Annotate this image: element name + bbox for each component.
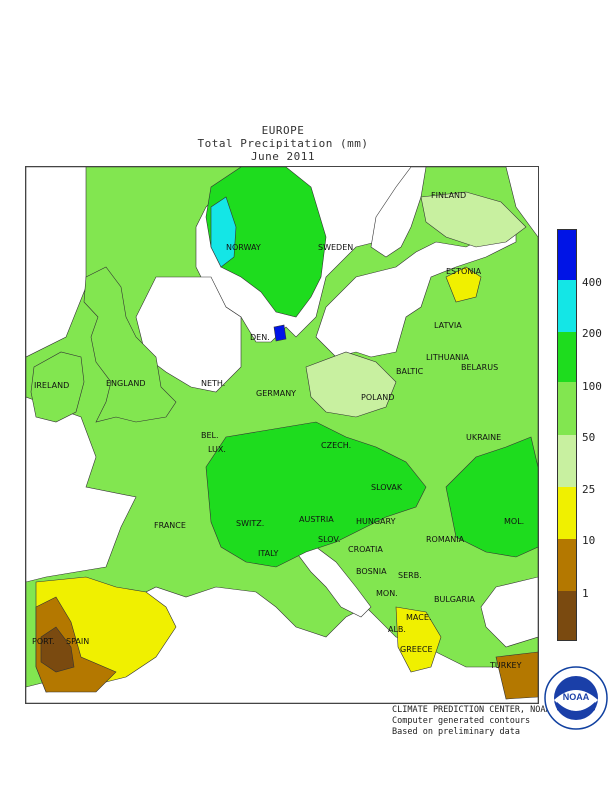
- legend-swatch-50: [558, 382, 576, 435]
- credit-line: CLIMATE PREDICTION CENTER, NOAA: [392, 705, 551, 715]
- legend-tick: 10: [582, 534, 596, 547]
- ireland: [30, 351, 85, 423]
- adriatic: [295, 546, 372, 618]
- noaa-logo: NOAA: [544, 666, 608, 730]
- country-label: BELARUS: [461, 363, 499, 372]
- country-label: SWEDEN: [318, 243, 354, 252]
- legend-swatch-400: [558, 230, 576, 280]
- country-label: MOL.: [504, 517, 525, 526]
- country-label: NORWAY: [226, 243, 261, 252]
- legend-tick: 400: [582, 276, 602, 289]
- country-label: SLOVAK: [371, 483, 403, 492]
- country-label: TURKEY: [490, 661, 522, 670]
- legend-swatch-0: [558, 591, 576, 640]
- country-label: BOSNIA: [356, 567, 387, 576]
- country-label: SLOV.: [318, 535, 341, 544]
- country-label: ESTONIA: [446, 267, 482, 276]
- country-label: DEN.: [250, 333, 270, 342]
- country-label: PORT.: [32, 637, 55, 646]
- legend-tick: 50: [582, 431, 596, 444]
- country-label: HUNGARY: [356, 517, 396, 526]
- finland-25: [420, 191, 527, 248]
- legend-tick: 100: [582, 380, 602, 393]
- country-label: FRANCE: [154, 521, 186, 530]
- turkey-1: [495, 651, 538, 700]
- country-label: CZECH.: [321, 441, 352, 450]
- country-label: SPAIN: [66, 637, 90, 646]
- legend-tick: 25: [582, 483, 596, 496]
- country-label: NETH.: [201, 379, 226, 388]
- legend-swatch-25: [558, 435, 576, 487]
- country-label: ROMANIA: [426, 535, 465, 544]
- central-100: [205, 421, 427, 568]
- country-label: LUX.: [208, 445, 226, 454]
- country-label: UKRAINE: [466, 433, 502, 442]
- britain: [83, 266, 177, 423]
- norway-200: [210, 196, 237, 268]
- country-label: BALTIC: [396, 367, 424, 376]
- legend-swatch-100: [558, 332, 576, 382]
- region-label: EUROPE: [261, 124, 305, 137]
- iberia-0: [40, 626, 75, 673]
- country-label: CROATIA: [348, 545, 383, 554]
- country-label: ENGLAND: [106, 379, 146, 388]
- gulf-bothnia: [370, 167, 427, 258]
- country-label: POLAND: [361, 393, 395, 402]
- baltic-sea: [315, 221, 517, 358]
- title-label: Total Precipitation (mm): [197, 137, 369, 150]
- denmark-400: [273, 324, 287, 342]
- estonia-10: [445, 266, 482, 303]
- legend-swatch-1: [558, 539, 576, 591]
- legend-tick: 200: [582, 327, 602, 340]
- atlantic: [26, 167, 137, 583]
- country-label: BULGARIA: [434, 595, 475, 604]
- country-label: ALB.: [388, 625, 406, 634]
- legend-swatch-10: [558, 487, 576, 539]
- country-label: MON.: [376, 589, 398, 598]
- period-label: June 2011: [250, 150, 316, 163]
- country-label: SERB.: [398, 571, 422, 580]
- central-25: [305, 351, 397, 418]
- precipitation-map: FINLAND NORWAY SWEDEN ESTONIA LATVIA DEN…: [25, 166, 539, 704]
- noaa-logo-text: NOAA: [563, 692, 590, 702]
- country-label: ITALY: [258, 549, 279, 558]
- country-label: MACE.: [406, 613, 432, 622]
- country-label: GERMANY: [256, 389, 297, 398]
- credit-line: Computer generated contours: [392, 716, 531, 726]
- credit-block: CLIMATE PREDICTION CENTER, NOAA Computer…: [392, 705, 551, 738]
- greece-10: [395, 606, 442, 673]
- country-label: LITHUANIA: [426, 353, 469, 362]
- legend-tick: 1: [582, 587, 589, 600]
- legend-swatch-200: [558, 280, 576, 332]
- country-label: SWITZ.: [236, 519, 265, 528]
- country-label: LATVIA: [434, 321, 462, 330]
- country-label: AUSTRIA: [299, 515, 334, 524]
- color-legend: [557, 229, 577, 641]
- black-sea: [480, 576, 538, 648]
- country-label: FINLAND: [431, 191, 467, 200]
- country-label: IRELAND: [34, 381, 70, 390]
- map-canvas: [26, 167, 538, 703]
- country-label: BEL.: [201, 431, 219, 440]
- credit-line: Based on preliminary data: [392, 727, 520, 737]
- map-title: EUROPE Total Precipitation (mm) June 201…: [0, 124, 566, 163]
- ukraine-100: [445, 436, 538, 558]
- country-label: GREECE: [400, 645, 433, 654]
